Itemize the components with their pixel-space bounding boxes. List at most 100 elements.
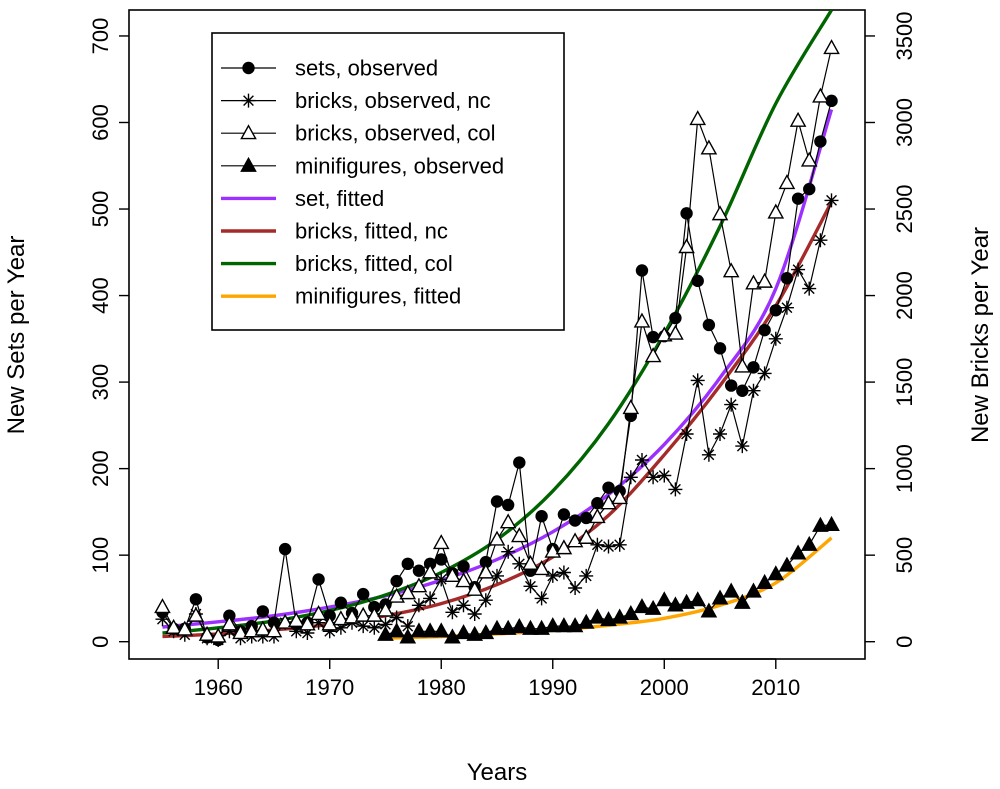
legend-marker-minifigures-observed: [240, 156, 257, 172]
point-bricks-observed-col: [789, 111, 807, 127]
point-bricks-observed-col: [577, 528, 595, 544]
point-sets-observed: [669, 311, 682, 325]
point-sets-observed: [568, 514, 582, 527]
point-bricks-observed-col: [778, 174, 796, 190]
point-sets-observed: [580, 511, 593, 525]
point-bricks-observed-col: [711, 205, 729, 221]
point-sets-observed: [591, 497, 604, 510]
series-minifigures-observed: [377, 515, 840, 644]
point-minifigures-observed: [745, 582, 762, 598]
point-minifigures-observed: [722, 582, 740, 598]
point-bricks-observed-nc: [556, 565, 571, 580]
point-bricks-observed-col: [644, 347, 662, 363]
point-sets-observed: [635, 264, 649, 277]
point-sets-observed: [490, 495, 504, 508]
point-sets-observed: [814, 135, 827, 148]
x-tick-label: 1980: [417, 675, 466, 700]
legend-item-minifigures-fitted: minifigures, fitted: [221, 284, 461, 309]
point-sets-observed: [691, 274, 704, 288]
point-sets-observed: [702, 318, 716, 332]
point-sets-observed: [535, 510, 548, 523]
point-bricks-observed-col: [444, 566, 461, 583]
point-bricks-observed-col: [667, 324, 684, 340]
point-bricks-observed-nc: [523, 579, 538, 594]
legend-label-minifigures-observed: minifigures, observed: [295, 153, 504, 178]
curve-set-fitted: [162, 109, 834, 629]
point-bricks-observed-col: [221, 615, 238, 631]
point-bricks-observed-nc: [490, 568, 504, 583]
point-bricks-observed-col: [678, 238, 695, 254]
point-bricks-observed-col: [332, 610, 350, 626]
point-bricks-observed-nc: [735, 439, 750, 454]
point-bricks-observed-nc: [512, 556, 527, 571]
point-bricks-observed-col: [310, 605, 327, 621]
point-bricks-observed-nc: [400, 619, 415, 634]
y-right-tick-label: 0: [892, 636, 917, 648]
legend-label-bricks-observed-nc: bricks, observed, nc: [295, 88, 491, 113]
point-bricks-observed-col: [254, 620, 272, 636]
point-sets-observed: [780, 272, 794, 285]
point-sets-observed: [479, 555, 493, 569]
point-bricks-observed-nc: [791, 262, 806, 277]
point-bricks-observed-nc: [467, 607, 482, 621]
point-bricks-observed-nc: [255, 629, 270, 644]
x-tick-label: 2000: [640, 675, 689, 700]
point-minifigures-observed: [812, 516, 829, 532]
point-bricks-observed-col: [488, 530, 506, 546]
point-minifigures-observed: [778, 556, 796, 572]
point-minifigures-observed: [589, 608, 606, 624]
point-bricks-observed-col: [510, 527, 528, 543]
point-sets-observed: [736, 384, 749, 397]
point-bricks-observed-nc: [289, 624, 304, 639]
point-bricks-observed-col: [377, 601, 394, 617]
point-bricks-observed-col: [232, 624, 249, 640]
y-left-tick-label: 400: [88, 277, 113, 314]
point-minifigures-observed: [689, 591, 707, 607]
point-sets-observed: [501, 498, 515, 512]
point-sets-observed: [256, 605, 270, 618]
point-sets-observed: [803, 182, 816, 196]
point-bricks-observed-col: [722, 262, 740, 278]
point-bricks-observed-nc: [724, 397, 739, 412]
point-sets-observed: [680, 207, 693, 220]
point-bricks-observed-nc: [356, 619, 371, 634]
point-bricks-observed-col: [655, 326, 673, 342]
point-minifigures-observed: [734, 593, 751, 609]
y-left-tick-label: 600: [88, 104, 113, 141]
point-bricks-observed-nc: [779, 300, 794, 315]
point-bricks-observed-nc: [311, 615, 326, 630]
point-bricks-observed-col: [800, 151, 818, 167]
point-sets-observed: [334, 596, 348, 609]
point-bricks-observed-col: [299, 615, 316, 631]
legend: sets, observed bricks, observed, nc bricks…: [211, 32, 565, 331]
point-bricks-observed-nc: [534, 591, 549, 606]
point-bricks-observed-nc: [478, 593, 493, 608]
point-sets-observed: [401, 557, 414, 571]
point-bricks-observed-nc: [612, 537, 627, 552]
point-bricks-observed-nc: [322, 624, 337, 639]
point-sets-observed: [646, 330, 660, 344]
legend-item-set-fitted: set, fitted: [221, 186, 384, 211]
point-bricks-observed-nc: [768, 331, 783, 346]
point-bricks-observed-nc: [668, 482, 683, 497]
point-bricks-observed-nc: [813, 233, 828, 248]
legend-marker-sets-observed: [242, 61, 255, 75]
point-bricks-observed-col: [734, 357, 751, 373]
point-bricks-observed-col: [421, 563, 439, 579]
point-sets-observed: [724, 379, 738, 392]
point-minifigures-observed: [756, 573, 773, 589]
point-minifigures-observed: [823, 515, 840, 531]
point-sets-observed: [312, 573, 325, 586]
point-sets-observed: [758, 323, 771, 337]
x-axis-title: Years: [467, 759, 528, 786]
point-bricks-observed-nc: [501, 544, 516, 559]
point-bricks-observed-col: [187, 606, 205, 622]
point-bricks-observed-nc: [389, 610, 404, 625]
y-right-tick-label: 2000: [892, 271, 917, 320]
point-bricks-observed-nc: [635, 453, 649, 467]
point-bricks-observed-col: [366, 606, 383, 622]
point-bricks-observed-col: [276, 613, 294, 629]
point-bricks-observed-nc: [701, 447, 716, 462]
point-bricks-observed-nc: [646, 470, 661, 485]
